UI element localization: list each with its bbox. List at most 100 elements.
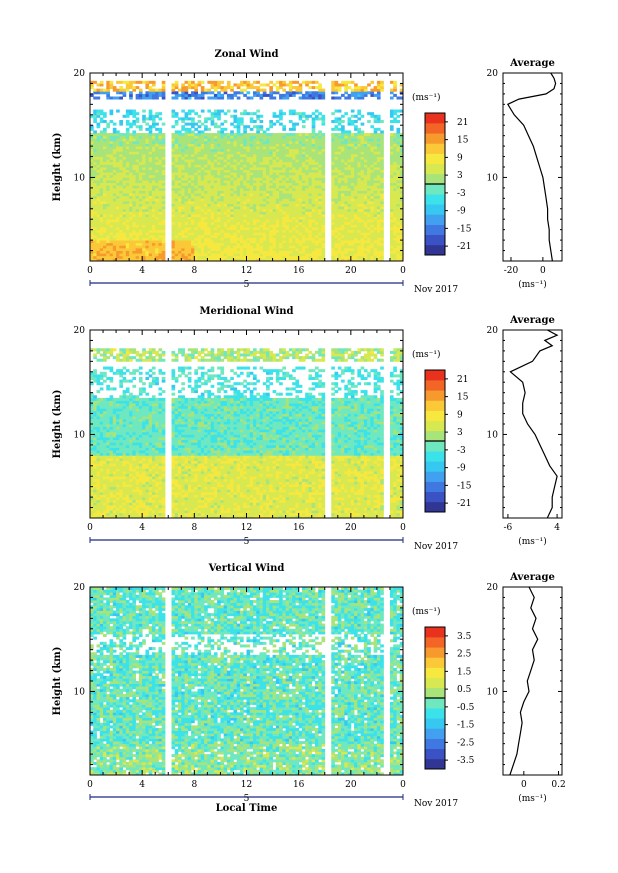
profile-unit: (ms⁻¹) [518, 793, 547, 804]
colorbar-segment [425, 224, 445, 236]
colorbar-segment [425, 400, 445, 411]
x-tick-label: 8 [191, 266, 197, 276]
x-axis: 0 4 8 12 16 20 0 [87, 587, 406, 790]
x-tick-label: 16 [293, 780, 305, 790]
panel-title: Zonal Wind [214, 49, 278, 60]
colorbar-segment [425, 758, 445, 770]
colorbar-segment [425, 430, 445, 442]
panel-title: Vertical Wind [208, 563, 285, 574]
colorbar-tick-label: 3 [457, 428, 463, 438]
colorbar-segment [425, 718, 445, 729]
heatmap-cells [90, 587, 404, 776]
y-axis-label: Height (km) [52, 133, 63, 202]
colorbar-segment [425, 143, 445, 154]
colorbar-segment [425, 677, 445, 689]
colorbar-segment [425, 647, 445, 658]
colorbar-segment [425, 728, 445, 739]
x-tick-label: 0 [400, 266, 406, 276]
colorbar-tick-label: 0.5 [457, 685, 472, 695]
colorbar-segment [425, 163, 445, 175]
profile-x-tick-label: 0.2 [551, 780, 565, 790]
x-tick-label: 0 [400, 523, 406, 533]
x-tick-label: 12 [241, 266, 252, 276]
colorbar-segment [425, 687, 445, 699]
colorbar: (ms⁻¹) 21 15 9 3 -3 -9 -15 -21 [412, 92, 472, 256]
x-tick-label: 4 [139, 266, 145, 276]
profile-x-tick-label: 4 [554, 523, 560, 533]
colorbar-segment [425, 501, 445, 513]
profile-x-tick-label: -20 [504, 266, 519, 276]
average-profile: Average 10 20 0 0.2 (ms⁻¹) [487, 572, 566, 804]
colorbar-tick-label: 9 [457, 153, 463, 163]
x-tick-label: 8 [191, 523, 197, 533]
colorbar-segment [425, 451, 445, 462]
colorbar-segment [425, 481, 445, 493]
x-tick-label: 0 [87, 523, 93, 533]
profile-unit: (ms⁻¹) [518, 279, 547, 290]
colorbar: (ms⁻¹) 21 15 9 3 -3 -9 -15 -21 [412, 349, 472, 513]
colorbar-segment [425, 214, 445, 225]
profile-unit: (ms⁻¹) [518, 536, 547, 547]
colorbar-segment [425, 420, 445, 432]
colorbar-tick-label: 2.5 [457, 650, 472, 660]
colorbar-segment [425, 441, 445, 452]
panel-2: Meridional Wind 0 4 8 12 16 20 0 10 20 Height (km)… [52, 306, 563, 552]
heatmap-cells [90, 348, 404, 519]
panel-title: Meridional Wind [199, 306, 293, 317]
profile-y-tick-label: 10 [487, 430, 499, 440]
colorbar-segment [425, 491, 445, 503]
y-axis: 10 20 [74, 69, 403, 262]
date-label: Nov 2017 [414, 285, 458, 295]
y-axis: 10 20 [74, 583, 403, 776]
colorbar-segment [425, 708, 445, 719]
colorbar-segment [425, 244, 445, 256]
panel-1: Zonal Wind 0 4 8 12 16 20 0 10 20 Height (km) 5 Nov … [52, 49, 563, 295]
x-tick-label: 20 [345, 780, 357, 790]
y-tick-label: 20 [74, 326, 86, 336]
date-axis: 5 Nov 2017 [89, 537, 458, 552]
colorbar-segment [425, 234, 445, 246]
colorbar-tick-label: -9 [457, 207, 466, 217]
profile-y-tick-label: 20 [487, 326, 499, 336]
colorbar-tick-label: -3 [457, 446, 466, 456]
profile-title: Average [509, 315, 555, 326]
profile-frame [502, 586, 563, 776]
y-tick-label: 10 [74, 430, 86, 440]
colorbar-unit: (ms⁻¹) [412, 349, 441, 360]
x-tick-label: 0 [400, 780, 406, 790]
colorbar-tick-label: -2.5 [457, 738, 475, 748]
colorbar-segment [425, 637, 445, 648]
x-tick-label: 8 [191, 780, 197, 790]
profile-title: Average [509, 58, 555, 69]
colorbar-segment [425, 184, 445, 195]
x-tick-label: 16 [293, 523, 305, 533]
colorbar-segment [425, 173, 445, 185]
colorbar-tick-label: -0.5 [457, 703, 475, 713]
day-label: 5 [244, 537, 250, 547]
colorbar-segment [425, 113, 445, 124]
y-axis-label: Height (km) [52, 390, 63, 459]
x-tick-label: 12 [241, 780, 252, 790]
profile-title: Average [509, 572, 555, 583]
profile-frame [502, 329, 563, 519]
colorbar-segment [425, 370, 445, 381]
x-tick-label: 4 [139, 780, 145, 790]
colorbar-tick-label: -3.5 [457, 756, 475, 766]
profile-x-tick-label: 0 [540, 266, 546, 276]
average-profile: Average 10 20 -20 0 (ms⁻¹) [487, 58, 563, 290]
colorbar-segment [425, 667, 445, 679]
colorbar-tick-label: -9 [457, 464, 466, 474]
colorbar-segment [425, 471, 445, 482]
colorbar-tick-label: -21 [457, 499, 472, 509]
profile-line [509, 329, 559, 519]
colorbar-unit: (ms⁻¹) [412, 606, 441, 617]
date-axis: 5 Nov 2017 [89, 794, 458, 809]
y-tick-label: 10 [74, 687, 86, 697]
colorbar-tick-label: 21 [457, 118, 468, 128]
colorbar-tick-label: 15 [457, 136, 469, 146]
colorbar-segment [425, 133, 445, 144]
colorbar-tick-label: 15 [457, 393, 469, 403]
colorbar-segment [425, 194, 445, 205]
profile-line [509, 586, 539, 776]
profile-y-tick-label: 10 [487, 173, 499, 183]
